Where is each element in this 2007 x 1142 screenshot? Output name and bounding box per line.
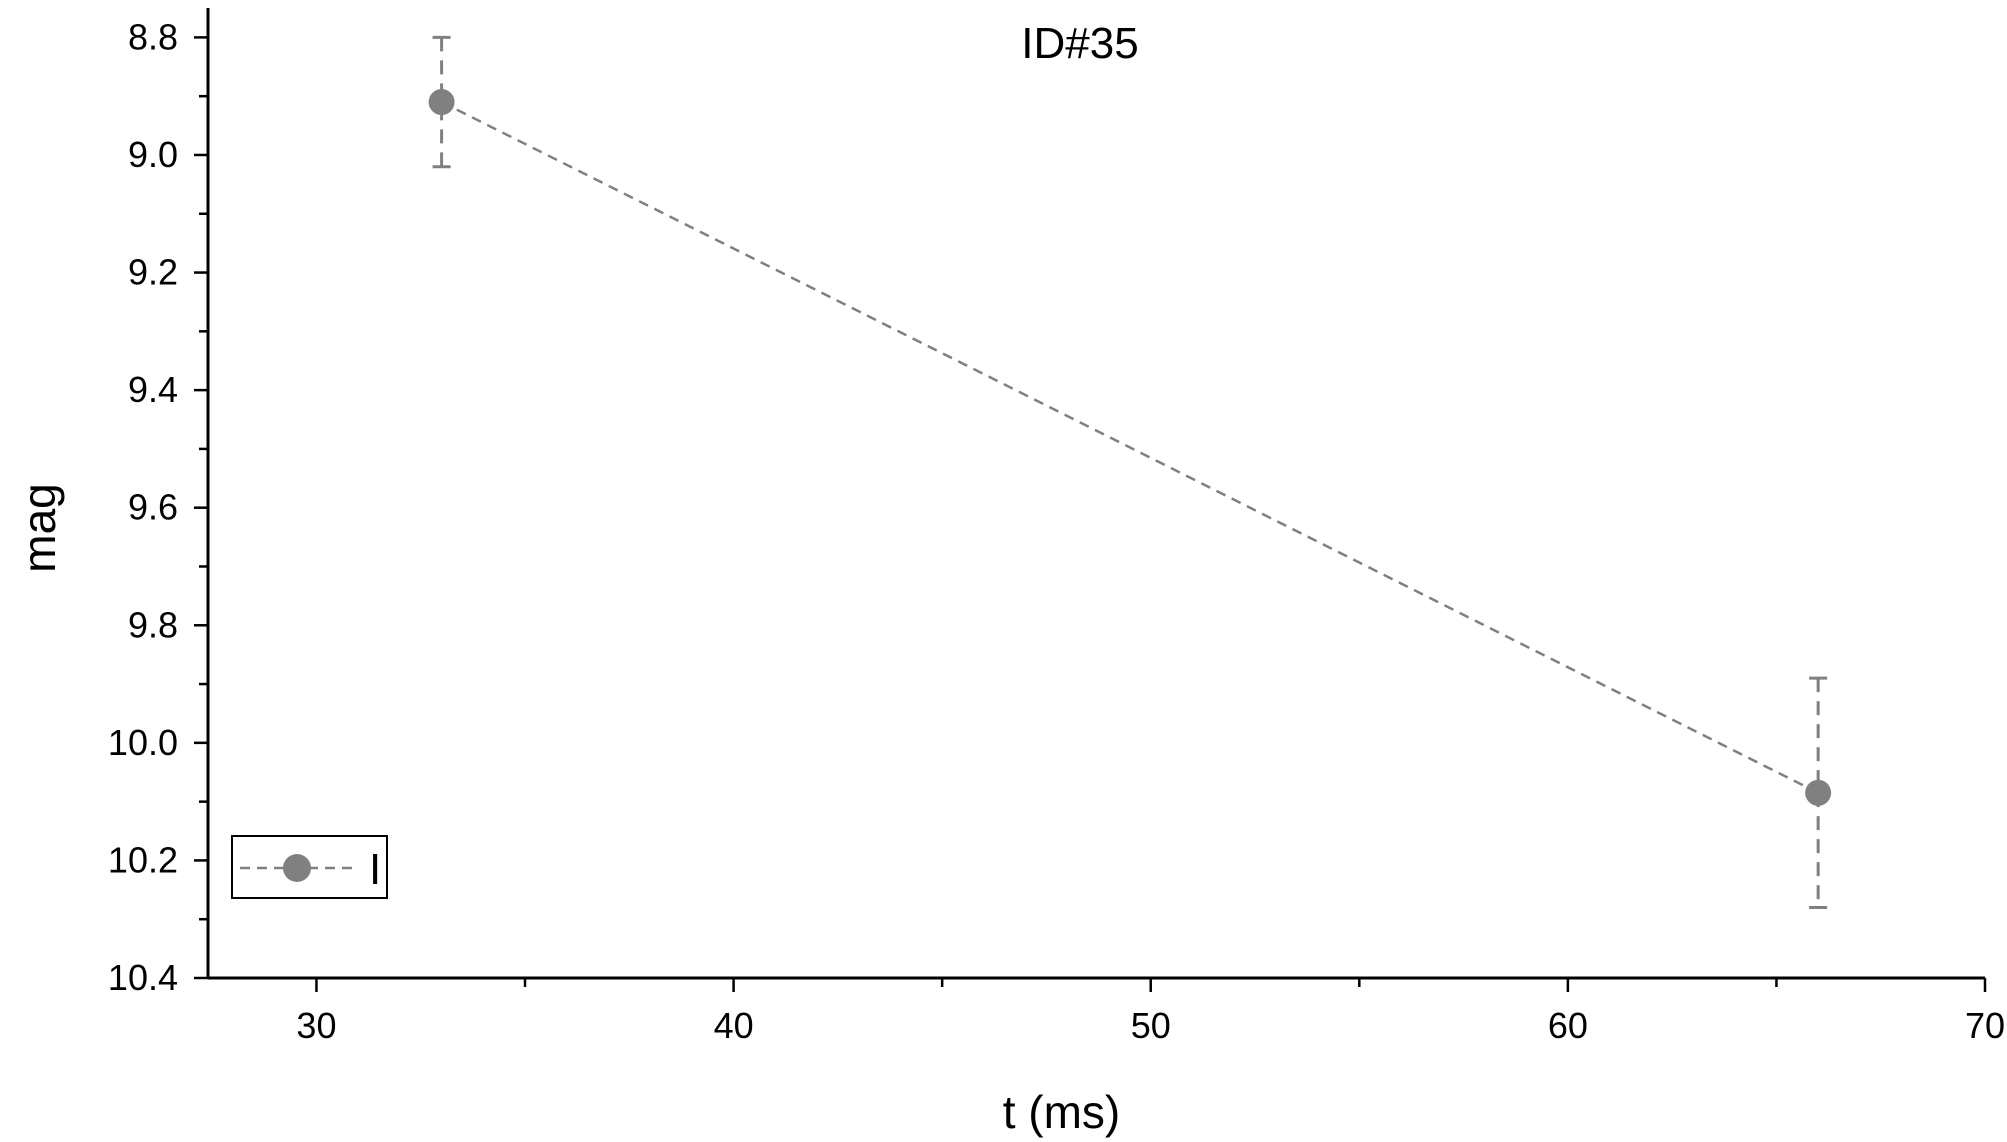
x-tick-label: 50 xyxy=(1131,1005,1171,1046)
series-layer xyxy=(428,35,1832,909)
data-point xyxy=(428,89,455,116)
legend-marker xyxy=(283,854,311,882)
y-tick-label: 10.4 xyxy=(108,957,178,998)
axes xyxy=(206,8,1985,980)
y-tick-label: 9.0 xyxy=(128,134,178,175)
legend: I xyxy=(231,835,388,899)
ticks: 30 40 50 60 70 8.8 9.0 9.2 9.4 9.6 9.8 10.0 10.2 10.4 xyxy=(108,16,2005,1046)
x-axis-title: t (ms) xyxy=(1003,1086,1121,1138)
x-tick-label: 30 xyxy=(296,1005,336,1046)
y-tick-label: 8.8 xyxy=(128,16,178,57)
y-tick-label: 9.2 xyxy=(128,252,178,293)
chart-title: ID#35 xyxy=(1021,19,1138,68)
x-tick-label: 40 xyxy=(714,1005,754,1046)
x-tick-label: 60 xyxy=(1548,1005,1588,1046)
series-line xyxy=(441,100,1819,794)
y-tick-label: 9.8 xyxy=(128,604,178,645)
y-axis-title: mag xyxy=(13,483,65,572)
y-tick-label: 10.0 xyxy=(108,722,178,763)
x-tick-label: 70 xyxy=(1965,1005,2005,1046)
y-tick-label: 10.2 xyxy=(108,839,178,880)
legend-label: I xyxy=(369,845,381,894)
data-point xyxy=(1805,779,1832,806)
y-tick-label: 9.6 xyxy=(128,487,178,528)
y-tick-label: 9.4 xyxy=(128,369,178,410)
